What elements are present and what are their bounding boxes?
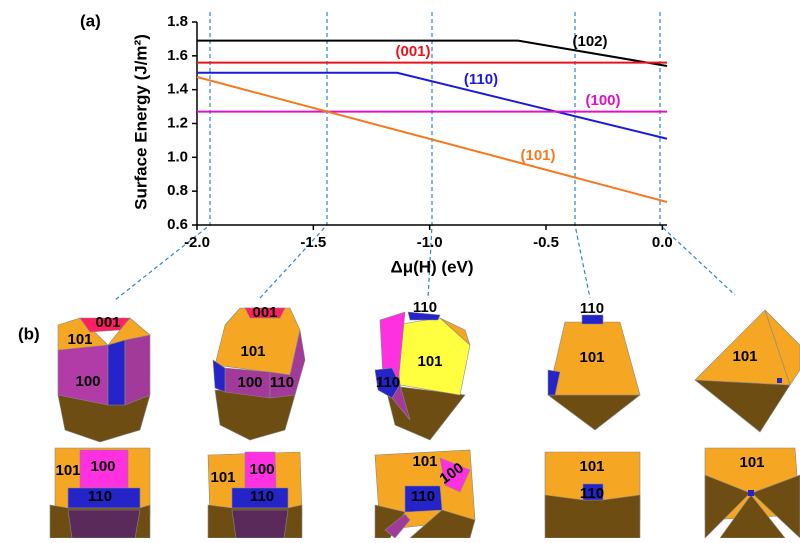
x-axis-label: Δμ(H) (eV)	[390, 257, 473, 276]
facet-label: 110	[413, 299, 437, 316]
y-tick-label: 0.6	[167, 216, 188, 233]
facet-label: 100	[249, 461, 274, 478]
facet-label: 110	[270, 374, 294, 391]
facet-label: 110	[376, 374, 400, 391]
facet-label: 101	[417, 353, 442, 370]
y-tick-label: 1.6	[167, 47, 188, 64]
series-label: (001)	[395, 43, 430, 60]
series-label: (110)	[464, 71, 498, 88]
facet-label: 101	[67, 331, 92, 348]
facet-label: 101	[739, 454, 764, 471]
series-label: (100)	[585, 92, 620, 109]
facet-label: 100	[237, 374, 262, 391]
facet-label: 101	[579, 349, 604, 366]
y-axis-label: Surface Energy (J/m²)	[131, 34, 150, 210]
facet-label: 110	[88, 488, 112, 505]
series-label: (101)	[520, 147, 555, 164]
x-tick-label: -0.5	[533, 234, 559, 251]
facet-label: 110	[250, 488, 274, 505]
x-tick-label: 0.0	[652, 234, 673, 251]
panel-label: (a)	[80, 11, 101, 30]
panel-label: (b)	[18, 324, 40, 343]
y-tick-label: 1.0	[167, 148, 188, 165]
facet-label: 110	[580, 485, 604, 502]
facet-label: 100	[90, 458, 115, 475]
facet-label: 101	[55, 462, 80, 479]
y-tick-label: 1.2	[167, 114, 188, 131]
facet-label: 101	[579, 458, 604, 475]
facet-label: 001	[252, 304, 277, 321]
facet-label: 101	[412, 453, 437, 470]
figure: (a) (b) Surface Energy (J/m²) Δμ(H) (eV)…	[0, 0, 800, 538]
facet-label: 101	[210, 469, 235, 486]
series-label: (102)	[572, 33, 607, 50]
facet-label: 110	[411, 488, 435, 505]
facet-label: 100	[75, 373, 100, 390]
facet-label: 001	[95, 314, 120, 331]
x-tick-label: -1.5	[300, 234, 326, 251]
x-tick-label: -1.0	[417, 234, 443, 251]
facet-label: 101	[732, 348, 757, 365]
y-tick-label: 0.8	[167, 182, 188, 199]
y-tick-label: 1.4	[167, 81, 189, 98]
y-tick-label: 1.8	[167, 13, 188, 30]
facet-label: 101	[240, 343, 265, 360]
facet-label: 110	[580, 300, 604, 317]
x-tick-label: -2.0	[184, 234, 210, 251]
